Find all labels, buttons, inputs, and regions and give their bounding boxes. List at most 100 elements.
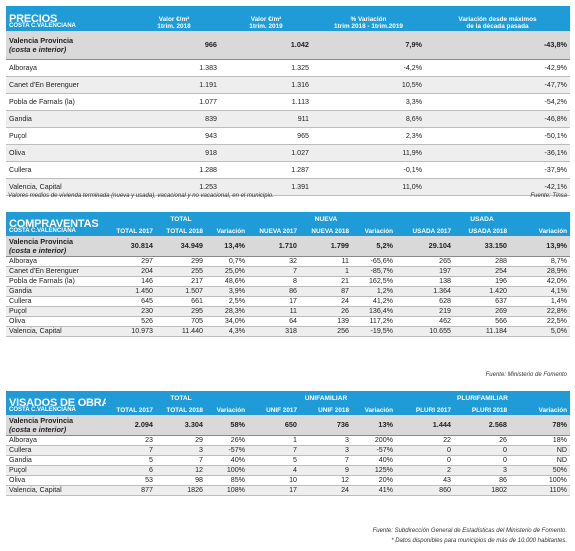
compraventas-main-value: 34.949 <box>156 236 206 257</box>
row-label: Cullera <box>6 296 106 307</box>
visados-main-value: 736 <box>300 415 352 436</box>
row-value: 628 <box>396 296 454 307</box>
compraventas-main-value: 33.150 <box>454 236 510 257</box>
table-row: Alboraya 297 299 0,7% 32 11 -65,6% 265 288 8,7% <box>6 256 570 267</box>
row-label: Puçol <box>6 465 106 476</box>
row-value: 1.191 <box>128 76 220 94</box>
row-value: -54,2% <box>425 93 570 111</box>
precios-table: PRECIOS COSTA C.VALENCIANA Valor €/m² 1t… <box>6 6 570 196</box>
row-value: 196 <box>454 276 510 287</box>
row-value: 98 <box>156 475 206 486</box>
row-value: 12 <box>156 465 206 476</box>
row-value: 41,2% <box>352 296 396 307</box>
table-row: Valencia, Capital 877 1826 108% 17 24 41% 860 18… <box>6 485 570 496</box>
precios-col-header-text: Variación desde máximos de la década pas… <box>458 16 537 30</box>
compraventas-col-header: USADA 2018 <box>454 224 510 236</box>
row-value: -42,1% <box>425 178 570 196</box>
row-value: ND <box>510 455 570 466</box>
compraventas-main-value: 13,4% <box>206 236 248 257</box>
visados-main-value: 58% <box>206 415 248 436</box>
table-row: Oliva 918 1.027 11,9% -36,1% <box>6 144 570 162</box>
table-row: Pobla de Farnals (la) 1.077 1.113 3,3% -54,2… <box>6 93 570 111</box>
row-value: 0 <box>454 445 510 456</box>
precios-title: PRECIOS <box>9 13 58 25</box>
row-value: 11.184 <box>454 326 510 337</box>
row-value: 265 <box>396 256 454 267</box>
row-value: 138 <box>396 276 454 287</box>
table-row: Alboraya 1.383 1.325 -4,2% -42,9% <box>6 59 570 77</box>
row-value: 200% <box>352 435 396 446</box>
row-value: 100% <box>510 475 570 486</box>
row-value: 3 <box>454 465 510 476</box>
precios-col-header: Valor €/m² 1trim. 2018 <box>128 6 220 31</box>
precios-main-label-note: (costa e interior) <box>9 44 67 54</box>
row-value: 86 <box>454 475 510 486</box>
row-value: 9 <box>300 465 352 476</box>
table-row: Gandia 5 7 40% 5 7 40% 0 0 ND <box>6 455 570 466</box>
row-label: Canet d'En Berenguer <box>6 266 106 277</box>
row-label: Puçol <box>6 306 106 317</box>
row-value: 139 <box>300 316 352 327</box>
row-value: 10.655 <box>396 326 454 337</box>
row-value: 299 <box>156 256 206 267</box>
row-value: 4,1% <box>510 286 570 297</box>
row-value: 7 <box>300 455 352 466</box>
row-value: 230 <box>106 306 156 317</box>
row-value: 8 <box>248 276 300 287</box>
row-value: 32 <box>248 256 300 267</box>
row-label: Valencia, Capital <box>6 178 128 196</box>
visados-main-value: 78% <box>510 415 570 436</box>
precios-col-header-text: Valor €/m² 1trim. 2019 <box>249 16 283 30</box>
compraventas-col-header: NUEVA 2017 <box>248 224 300 236</box>
row-value: 288 <box>454 256 510 267</box>
row-value: 28,9% <box>510 266 570 277</box>
row-value: 297 <box>106 256 156 267</box>
row-value: 254 <box>454 266 510 277</box>
row-label: Gandia <box>6 110 128 128</box>
precios-col-header: Valor €/m² 1trim. 2019 <box>220 6 312 31</box>
compraventas-group-usada: USADA <box>454 212 510 224</box>
row-label: Alboraya <box>6 435 106 446</box>
row-value: 1.253 <box>128 178 220 196</box>
compraventas-main-label-name: Valencia Provincia <box>9 236 74 246</box>
row-value: 26 <box>454 435 510 446</box>
row-value: 22,8% <box>510 306 570 317</box>
row-value: 5 <box>248 455 300 466</box>
row-value: 5,0% <box>510 326 570 337</box>
visados-group-total: TOTAL <box>156 391 206 403</box>
row-value: 4 <box>248 465 300 476</box>
row-value: 295 <box>156 306 206 317</box>
row-value: 18% <box>510 435 570 446</box>
row-label: Valencia, Capital <box>6 326 106 337</box>
row-value: 2,3% <box>312 127 425 145</box>
row-value: 1.391 <box>220 178 312 196</box>
table-row: Oliva 526 705 34,0% 64 139 117,2% 462 566 22,5% <box>6 316 570 327</box>
row-value: 1.027 <box>220 144 312 162</box>
row-value: -65,6% <box>352 256 396 267</box>
row-value: 1 <box>300 266 352 277</box>
row-value: -85,7% <box>352 266 396 277</box>
compraventas-main-value: 13,9% <box>510 236 570 257</box>
table-row: Gandia 839 911 8,6% -46,8% <box>6 110 570 128</box>
row-value: 566 <box>454 316 510 327</box>
table-row: Puçol 230 295 28,3% 11 26 136,4% 219 269 22,8% <box>6 306 570 317</box>
row-value: 5 <box>106 455 156 466</box>
row-value: 1,2% <box>352 286 396 297</box>
visados-subtitle: COSTA C.VALENCIANA <box>9 407 76 413</box>
visados-main-value: 650 <box>248 415 300 436</box>
row-value: 34,0% <box>206 316 248 327</box>
row-value: 42,0% <box>510 276 570 287</box>
visados-title: VISADOS DE OBRA NUEVA <box>9 397 106 409</box>
row-label: Alboraya <box>6 256 106 267</box>
compraventas-title: COMPRAVENTAS <box>9 218 99 230</box>
row-value: 11.440 <box>156 326 206 337</box>
row-value: -57% <box>352 445 396 456</box>
table-row: Puçol 943 965 2,3% -50,1% <box>6 127 570 145</box>
row-value: 0 <box>396 445 454 456</box>
row-value: 318 <box>248 326 300 337</box>
row-value: 22,5% <box>510 316 570 327</box>
row-value: 1 <box>248 435 300 446</box>
row-value: 219 <box>396 306 454 317</box>
row-value: -47,7% <box>425 76 570 94</box>
compraventas-col-header: Variación <box>352 224 396 236</box>
